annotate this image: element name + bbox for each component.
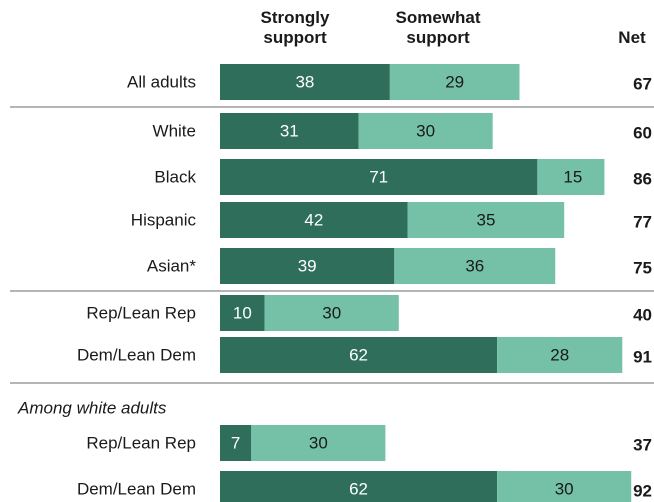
category-label: Black: [154, 168, 196, 187]
value-label-strongly: 42: [304, 211, 323, 230]
value-label-somewhat: 30: [416, 122, 435, 141]
value-label-strongly: 62: [349, 480, 368, 499]
value-label-strongly: 31: [280, 122, 299, 141]
category-label: All adults: [127, 73, 196, 92]
bar-somewhat-support: [537, 159, 605, 195]
value-label-strongly: 10: [233, 304, 252, 323]
bar-somewhat-support: [407, 202, 565, 238]
bar-strongly-support: [220, 425, 252, 461]
bar-strongly-support: [220, 113, 359, 149]
net-value: 77: [633, 213, 652, 232]
bar-somewhat-support: [389, 64, 520, 100]
category-label: Dem/Lean Dem: [77, 480, 196, 499]
bar-strongly-support: [220, 159, 538, 195]
net-value: 37: [633, 436, 652, 455]
header-net: Net: [618, 28, 646, 47]
bar-somewhat-support: [251, 425, 386, 461]
bar-somewhat-support: [497, 337, 623, 373]
value-label-strongly: 62: [349, 346, 368, 365]
category-label: Asian*: [147, 257, 197, 276]
bar-somewhat-support: [358, 113, 493, 149]
category-label: Dem/Lean Dem: [77, 346, 196, 365]
net-value: 86: [633, 170, 652, 189]
bar-strongly-support: [220, 248, 395, 284]
category-label: Rep/Lean Rep: [86, 434, 196, 453]
value-label-strongly: 7: [231, 434, 240, 453]
value-label-strongly: 71: [369, 168, 388, 187]
net-value: 92: [633, 482, 652, 501]
value-label-somewhat: 28: [550, 346, 569, 365]
category-label: Hispanic: [131, 211, 197, 230]
value-label-somewhat: 36: [465, 257, 484, 276]
bar-somewhat-support: [264, 295, 399, 331]
bar-strongly-support: [220, 64, 390, 100]
header-somewhat-support: Somewhat support: [395, 8, 481, 47]
bar-somewhat-support: [497, 471, 632, 502]
category-label: Rep/Lean Rep: [86, 304, 196, 323]
value-label-somewhat: 35: [477, 211, 496, 230]
group-divider: [10, 290, 654, 292]
category-label: White: [153, 122, 196, 141]
group-divider: [10, 382, 654, 384]
value-label-somewhat: 30: [309, 434, 328, 453]
value-label-strongly: 38: [295, 73, 314, 92]
bar-strongly-support: [220, 295, 265, 331]
value-label-somewhat: 15: [563, 168, 582, 187]
net-value: 91: [633, 348, 652, 367]
net-value: 60: [633, 124, 652, 143]
bar-strongly-support: [220, 202, 408, 238]
bar-somewhat-support: [394, 248, 556, 284]
net-value: 40: [633, 306, 652, 325]
value-label-somewhat: 29: [445, 73, 464, 92]
value-label-strongly: 39: [298, 257, 317, 276]
bar-strongly-support: [220, 471, 498, 502]
bar-strongly-support: [220, 337, 498, 373]
header-strongly-support: Strongly support: [260, 8, 330, 47]
net-value: 67: [633, 75, 652, 94]
value-label-somewhat: 30: [555, 480, 574, 499]
value-label-somewhat: 30: [322, 304, 341, 323]
group-label: Among white adults: [17, 399, 167, 418]
net-value: 75: [633, 259, 652, 278]
group-divider: [10, 106, 654, 108]
